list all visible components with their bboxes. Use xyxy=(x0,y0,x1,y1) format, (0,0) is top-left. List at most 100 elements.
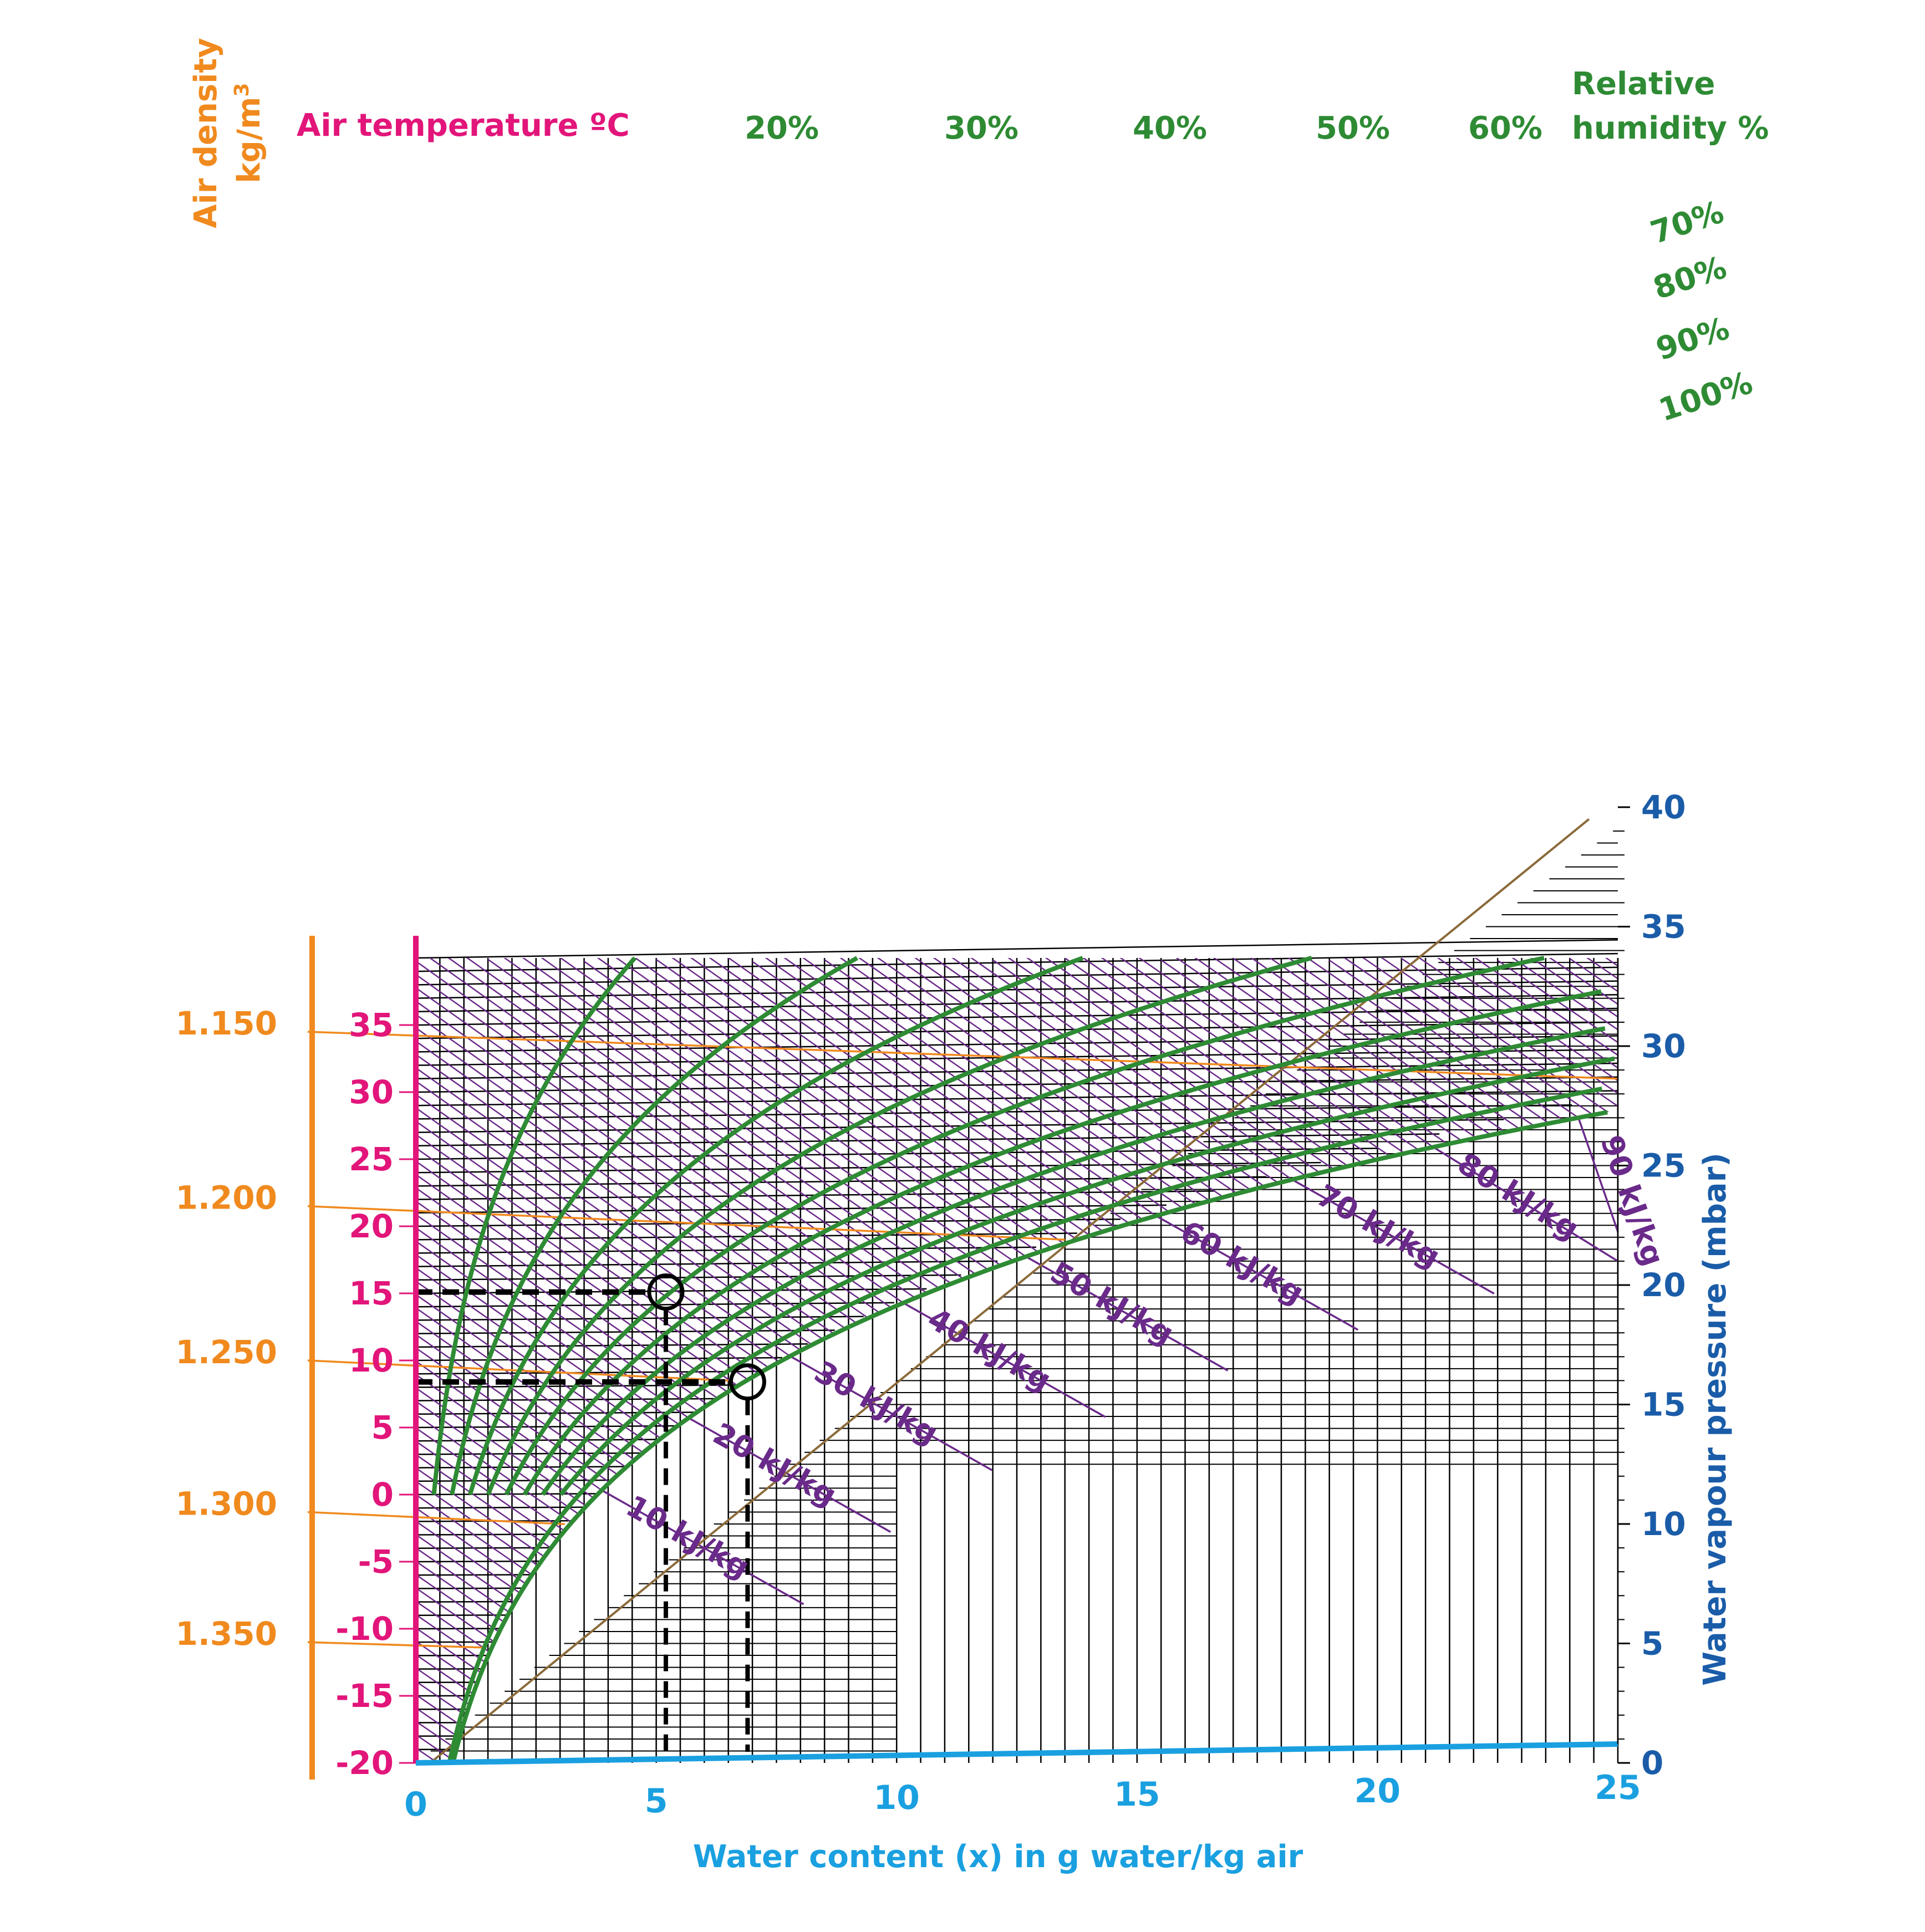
enthalpy-hatch-line xyxy=(1305,958,1618,1171)
temperature-grid-line xyxy=(415,1533,562,1536)
temperature-tick-label: 0 xyxy=(371,1476,394,1513)
enthalpy-hatch-line xyxy=(1328,958,1618,1145)
enthalpy-line-50 xyxy=(1025,1256,1229,1372)
density-line xyxy=(307,1641,483,1649)
humidity-right-label: 90% xyxy=(1652,310,1734,368)
enthalpy-line-30 xyxy=(790,1355,993,1471)
density-axis-title-line1: Air density xyxy=(188,38,224,228)
example-points xyxy=(416,1273,766,1752)
temperature-axis-title: Air temperature ºC xyxy=(297,108,630,144)
humidity-curve-90 xyxy=(447,1087,1603,1763)
humidity-curve-30 xyxy=(467,956,1084,1496)
enthalpy-hatch-line xyxy=(1473,958,1618,1056)
vapour-pressure-line xyxy=(429,818,1590,1764)
enthalpy-label-40: 40 kJ/kg xyxy=(922,1301,1057,1398)
enthalpy-hatch-line xyxy=(1401,958,1618,1094)
humidity-top-label: 30% xyxy=(944,110,1018,146)
humidity-right-label: 70% xyxy=(1646,194,1728,251)
enthalpy-hatch-line xyxy=(416,1627,633,1763)
water-content-tick-label: 25 xyxy=(1595,1768,1641,1807)
example-point xyxy=(729,1363,766,1401)
humidity-curve-40 xyxy=(486,956,1312,1496)
density-unit: kg/m xyxy=(231,96,267,183)
temperature-tick-label: -20 xyxy=(335,1744,394,1782)
humidity-top-label: 20% xyxy=(745,110,819,146)
density-axis-title-line2: kg/m3 xyxy=(231,83,267,183)
density-line xyxy=(307,1511,565,1525)
pressure-tick-label: 40 xyxy=(1641,788,1686,826)
humidity-top-label: 50% xyxy=(1316,110,1390,146)
temperature-tick-label: 25 xyxy=(349,1140,394,1178)
enthalpy-hatch-line xyxy=(1545,958,1618,1005)
pressure-axis-title: Water vapour pressure (mbar) xyxy=(1697,1153,1733,1686)
water-content-axis-line xyxy=(415,1741,1618,1766)
temperature-grid-line xyxy=(415,1035,1618,1053)
humidity-curve-80 xyxy=(559,1056,1615,1496)
humidity-curve-60 xyxy=(522,989,1602,1496)
enthalpy-hatch-line xyxy=(416,1027,1498,1763)
water-content-tick-label: 0 xyxy=(404,1785,427,1824)
enthalpy-line-20 xyxy=(688,1417,892,1533)
chart-axes xyxy=(309,806,1630,1780)
pressure-tick-label: 25 xyxy=(1641,1147,1686,1185)
humidity-axis-title-line2: humidity % xyxy=(1572,110,1769,146)
temperature-tick-label: 10 xyxy=(349,1342,394,1379)
pressure-tick-label: 0 xyxy=(1641,1744,1663,1782)
humidity-curve-100 xyxy=(451,1110,1608,1763)
enthalpy-line-90 xyxy=(1577,1117,1619,1232)
enthalpy-line-80 xyxy=(1433,1146,1618,1262)
temperature-grid-line xyxy=(415,1587,523,1589)
temperature-grid-line xyxy=(415,952,1618,972)
humidity-top-label: 60% xyxy=(1468,110,1542,146)
enthalpy-hatch-line xyxy=(416,1561,729,1763)
water-content-tick-label: 15 xyxy=(1114,1775,1160,1814)
humidity-right-label: 80% xyxy=(1649,249,1731,307)
pressure-tick-label: 30 xyxy=(1641,1027,1686,1065)
humidity-curve-20 xyxy=(450,956,858,1495)
density-tick-label: 1.300 xyxy=(176,1485,277,1522)
humidity-right-label: 100% xyxy=(1654,365,1757,429)
temperature-tick-label: 20 xyxy=(349,1207,394,1245)
humidity-curve-70 xyxy=(541,1026,1606,1496)
enthalpy-hatch-line xyxy=(1569,958,1618,980)
enthalpy-label-80: 80 kJ/kg xyxy=(1452,1146,1585,1247)
water-content-axis-title: Water content (x) in g water/kg air xyxy=(693,1839,1303,1875)
humidity-curves xyxy=(431,956,1615,1763)
density-tick-label: 1.350 xyxy=(176,1615,277,1653)
density-unit-exponent: 3 xyxy=(231,83,253,96)
enthalpy-line-40 xyxy=(903,1302,1106,1418)
temperature-tick-label: -15 xyxy=(335,1677,394,1715)
enthalpy-hatch-line xyxy=(1353,958,1618,1133)
temperature-tick-label: 5 xyxy=(371,1409,394,1446)
water-content-tick-label: 20 xyxy=(1354,1772,1401,1811)
density-tick-label: 1.250 xyxy=(176,1333,277,1371)
density-tick-label: 1.150 xyxy=(176,1005,277,1042)
humidity-axis-title-line1: Relative xyxy=(1572,66,1715,102)
example-point xyxy=(647,1273,685,1311)
temperature-grid-line xyxy=(415,1021,1618,1039)
temperature-tick-label: 30 xyxy=(349,1073,394,1111)
enthalpy-hatch-line xyxy=(1569,958,1618,992)
pressure-tick-label: 20 xyxy=(1641,1266,1686,1304)
density-tick-label: 1.200 xyxy=(176,1179,277,1217)
humidity-curve-10 xyxy=(431,956,637,1495)
pressure-tick-label: 10 xyxy=(1641,1505,1686,1543)
temperature-grid-line xyxy=(415,1506,585,1509)
enthalpy-label-60: 60 kJ/kg xyxy=(1175,1214,1310,1311)
enthalpy-hatch-line xyxy=(416,1614,633,1763)
enthalpy-hatch-line xyxy=(1425,958,1618,1082)
enthalpy-hatch-line xyxy=(416,1387,969,1763)
enthalpy-label-10: 10 kJ/kg xyxy=(620,1488,756,1586)
water-content-tick-label: 10 xyxy=(873,1778,920,1817)
pressure-tick-label: 35 xyxy=(1641,908,1686,946)
temperature-grid-line xyxy=(415,1007,1618,1026)
humidity-curve-50 xyxy=(504,956,1545,1496)
temperature-tick-label: 15 xyxy=(349,1275,394,1312)
enthalpy-hatch-line xyxy=(1521,958,1618,1018)
enthalpy-line-70 xyxy=(1291,1179,1495,1295)
density-line xyxy=(307,1205,1065,1241)
humidity-top-label: 40% xyxy=(1133,110,1207,146)
pressure-tick-label: 5 xyxy=(1641,1625,1663,1663)
enthalpy-hatch-line xyxy=(416,1480,825,1761)
